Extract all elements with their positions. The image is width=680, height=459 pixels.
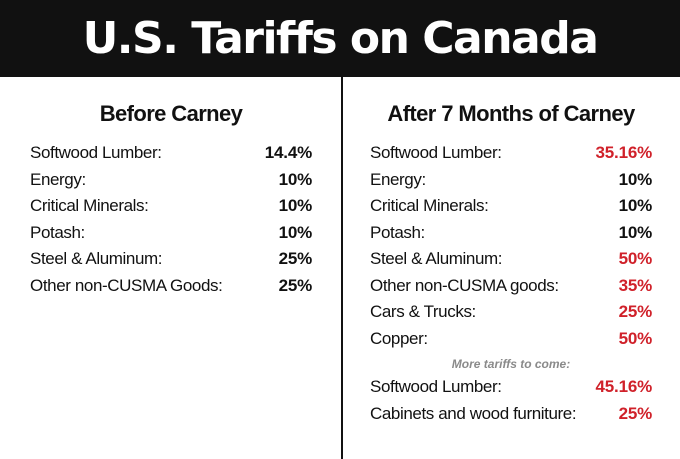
tariff-value: 50% (618, 328, 653, 348)
tariff-label: Softwood Lumber: (370, 377, 502, 396)
tariff-value: 45.16% (595, 377, 653, 396)
tariff-label: Cabinets and wood furniture: (370, 403, 577, 423)
tariff-value: 10% (618, 196, 653, 215)
tariff-row: Critical Minerals: 10% (30, 196, 312, 223)
after-heading: After 7 Months of Carney (387, 101, 635, 126)
page-title: U.S. Tariffs on Canada (82, 12, 599, 64)
tariff-value: 25% (618, 302, 653, 321)
future-tariff-row: Softwood Lumber: 45.16% (370, 377, 652, 404)
tariff-label: Steel & Aluminum: (370, 249, 503, 268)
tariff-label: Cars & Trucks: (370, 302, 476, 321)
tariff-value: 25% (278, 249, 313, 268)
tariff-row: Cars & Trucks: 25% (370, 302, 652, 329)
more-tariffs-note: More tariffs to come: (451, 357, 571, 371)
tariff-value: 25% (618, 403, 653, 423)
tariff-value: 10% (278, 196, 313, 215)
tariff-label: Energy: (30, 169, 86, 189)
tariff-row: Other non-CUSMA Goods: 25% (30, 276, 312, 303)
column-divider (341, 77, 343, 459)
tariff-value: 10% (278, 169, 313, 189)
tariff-value: 10% (618, 169, 653, 189)
future-tariff-row: Cabinets and wood furniture: 25% (370, 404, 652, 431)
before-rows: Softwood Lumber: 14.4% Energy: 10% Criti… (30, 143, 312, 302)
tariff-row: Energy: 10% (30, 170, 312, 197)
tariff-row: Steel & Aluminum: 25% (30, 249, 312, 276)
tariff-label: Critical Minerals: (370, 196, 489, 215)
tariff-row: Steel & Aluminum: 50% (370, 249, 652, 276)
tariff-label: Steel & Aluminum: (30, 249, 163, 268)
tariff-label: Energy: (370, 169, 426, 189)
tariff-value: 14.4% (264, 143, 312, 162)
tariff-value: 25% (278, 275, 313, 295)
title-banner: U.S. Tariffs on Canada (0, 0, 680, 77)
tariff-row: Softwood Lumber: 35.16% (370, 143, 652, 170)
tariff-row: Other non-CUSMA goods: 35% (370, 276, 652, 303)
tariff-row: Potash: 10% (30, 223, 312, 250)
tariff-label: Softwood Lumber: (30, 143, 162, 162)
tariff-value: 35.16% (595, 143, 653, 162)
tariff-value: 10% (618, 222, 653, 242)
tariff-label: Copper: (370, 328, 428, 348)
tariff-value: 10% (278, 222, 313, 242)
tariff-row: Softwood Lumber: 14.4% (30, 143, 312, 170)
tariff-label: Other non-CUSMA Goods: (30, 275, 223, 295)
tariff-value: 35% (618, 275, 653, 295)
tariff-label: Potash: (30, 222, 85, 242)
tariff-label: Softwood Lumber: (370, 143, 502, 162)
before-heading: Before Carney (99, 101, 243, 126)
tariff-row: Potash: 10% (370, 223, 652, 250)
tariff-row: Critical Minerals: 10% (370, 196, 652, 223)
tariff-label: Potash: (370, 222, 425, 242)
tariff-value: 50% (618, 249, 653, 268)
tariff-row: Energy: 10% (370, 170, 652, 197)
after-rows: Softwood Lumber: 35.16% Energy: 10% Crit… (370, 143, 652, 430)
tariff-row: Copper: 50% (370, 329, 652, 356)
tariff-label: Other non-CUSMA goods: (370, 275, 559, 295)
tariff-label: Critical Minerals: (30, 196, 149, 215)
